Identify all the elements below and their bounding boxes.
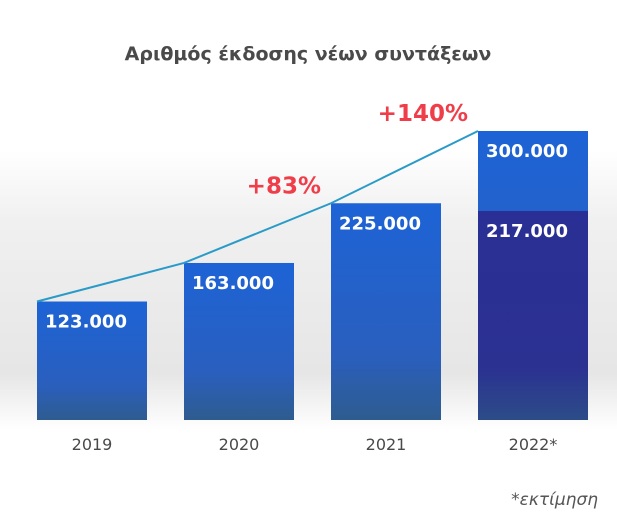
bars-group (37, 131, 588, 420)
chart-title: Αριθμός έκδοσης νέων συντάξεων (125, 43, 492, 65)
labels-group: 123.000 2019 163.000 2020 225.000 2021 217.000… (45, 101, 568, 454)
trend-line (36, 130, 479, 303)
bar-2019 (37, 301, 147, 420)
category-label-2021: 2021 (366, 435, 407, 454)
footnote: *εκτίμηση (511, 490, 598, 510)
growth-annotation-2021: +83% (247, 173, 321, 199)
category-label-2020: 2020 (219, 435, 260, 454)
value-label-2022: 300.000 (486, 141, 568, 162)
bar-overlay-2022 (478, 210, 588, 420)
category-label-2022: 2022* (509, 435, 558, 454)
value-label-2021: 225.000 (339, 213, 421, 234)
value-label-2020: 163.000 (192, 273, 274, 294)
bar-2020 (184, 262, 294, 420)
bar-2021 (331, 203, 441, 420)
category-label-2019: 2019 (72, 435, 113, 454)
growth-annotation-2022: +140% (378, 101, 468, 127)
overlay-value-label: 217.000 (486, 221, 568, 242)
value-label-2019: 123.000 (45, 312, 127, 333)
